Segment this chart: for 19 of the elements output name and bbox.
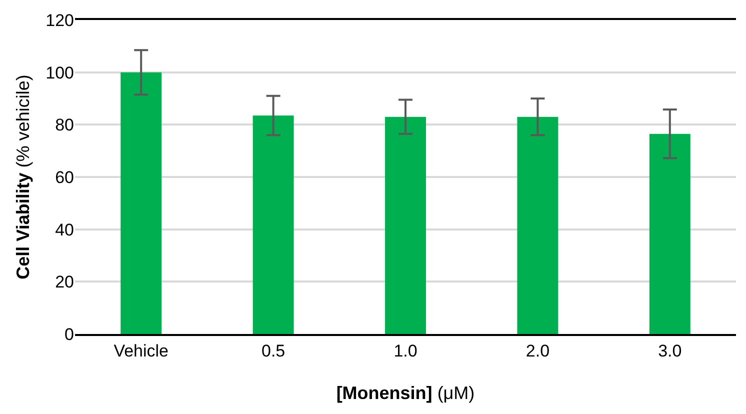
x-tick-label: 0.5 [261, 341, 286, 360]
y-tick-label: 0 [64, 324, 74, 344]
x-tick-label: Vehicle [114, 341, 169, 360]
bar [517, 116, 558, 334]
x-tick-label: 1.0 [394, 341, 418, 360]
x-tick-label: 3.0 [658, 341, 682, 360]
bar [120, 72, 162, 334]
x-axis-title: [Monensin] (μM) [336, 383, 475, 403]
bar [385, 116, 426, 334]
bar [252, 116, 294, 334]
y-tick-label: 80 [55, 116, 74, 135]
y-tick-label: 60 [55, 168, 74, 187]
y-tick-label: 40 [55, 220, 74, 240]
y-tick-label: 100 [46, 63, 74, 82]
x-tick-label: 2.0 [526, 341, 550, 360]
y-tick-label: 120 [46, 10, 74, 30]
y-axis-title: Cell Viability (% vehicile) [13, 74, 33, 280]
bar [649, 134, 690, 334]
y-tick-label: 20 [55, 272, 74, 292]
